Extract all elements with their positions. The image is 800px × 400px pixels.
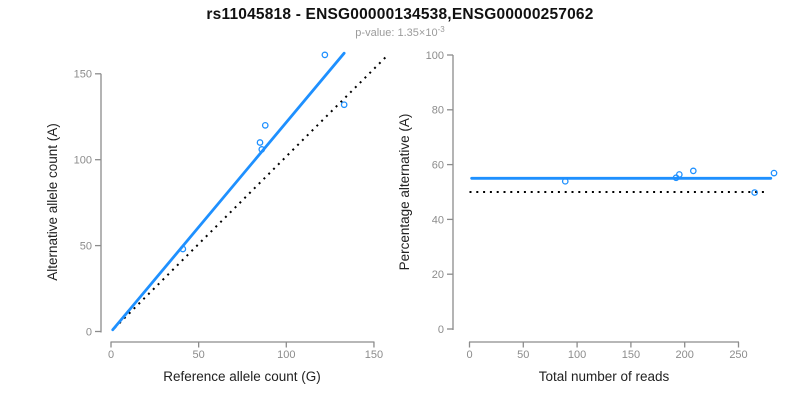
x-tick-label: 50 [517, 349, 529, 361]
x-tick-label: 150 [365, 349, 383, 361]
y-tick-label: 0 [86, 326, 92, 338]
y-tick-label: 20 [432, 269, 444, 281]
x-tick-label: 100 [568, 349, 586, 361]
plot-title: rs11045818 - ENSG00000134538,ENSG0000025… [206, 6, 594, 23]
data-point [261, 121, 269, 129]
left-scatter-panel: 0 50 100 150 0 50 100 150 [74, 51, 387, 361]
data-point [675, 171, 683, 178]
y-tick-label: 50 [80, 240, 92, 252]
right-scatter-panel: 0 20 40 60 80 100 0 50 100 150 200 250 [426, 50, 778, 361]
pvalue-label: p-value: [355, 27, 395, 39]
left-y-axis-title: Alternative allele count (A) [45, 123, 60, 281]
pvalue-exponent: -3 [437, 25, 445, 34]
y-tick-label: 0 [438, 324, 444, 336]
plot-subtitle: p-value: 1.35×10-3 [0, 25, 800, 39]
data-point [751, 189, 758, 196]
x-tick-label: 0 [466, 349, 472, 361]
data-point [340, 101, 348, 109]
x-tick-label: 150 [622, 349, 640, 361]
data-point [770, 169, 778, 177]
data-point [561, 177, 569, 185]
x-tick-label: 50 [193, 349, 205, 361]
right-y-axis-title: Percentage alternative (A) [397, 114, 412, 271]
pvalue-value: 1.35×10 [397, 27, 438, 39]
left-x-axis-title: Reference allele count (G) [163, 369, 321, 384]
y-tick-label: 80 [432, 105, 444, 117]
fit-line [111, 51, 346, 332]
y-tick-label: 100 [74, 155, 92, 167]
x-tick-label: 250 [729, 349, 747, 361]
y-tick-label: 40 [432, 214, 444, 226]
data-point [179, 245, 187, 253]
y-tick-label: 100 [426, 50, 444, 62]
x-tick-label: 200 [676, 349, 694, 361]
data-point [321, 51, 329, 59]
x-tick-label: 0 [108, 349, 114, 361]
reference-line [113, 55, 387, 329]
data-point [689, 167, 697, 175]
y-tick-label: 150 [74, 69, 92, 81]
y-tick-label: 60 [432, 159, 444, 171]
data-point [258, 146, 266, 153]
data-point [256, 139, 264, 146]
x-tick-label: 100 [277, 349, 295, 361]
right-x-axis-title: Total number of reads [539, 369, 670, 384]
